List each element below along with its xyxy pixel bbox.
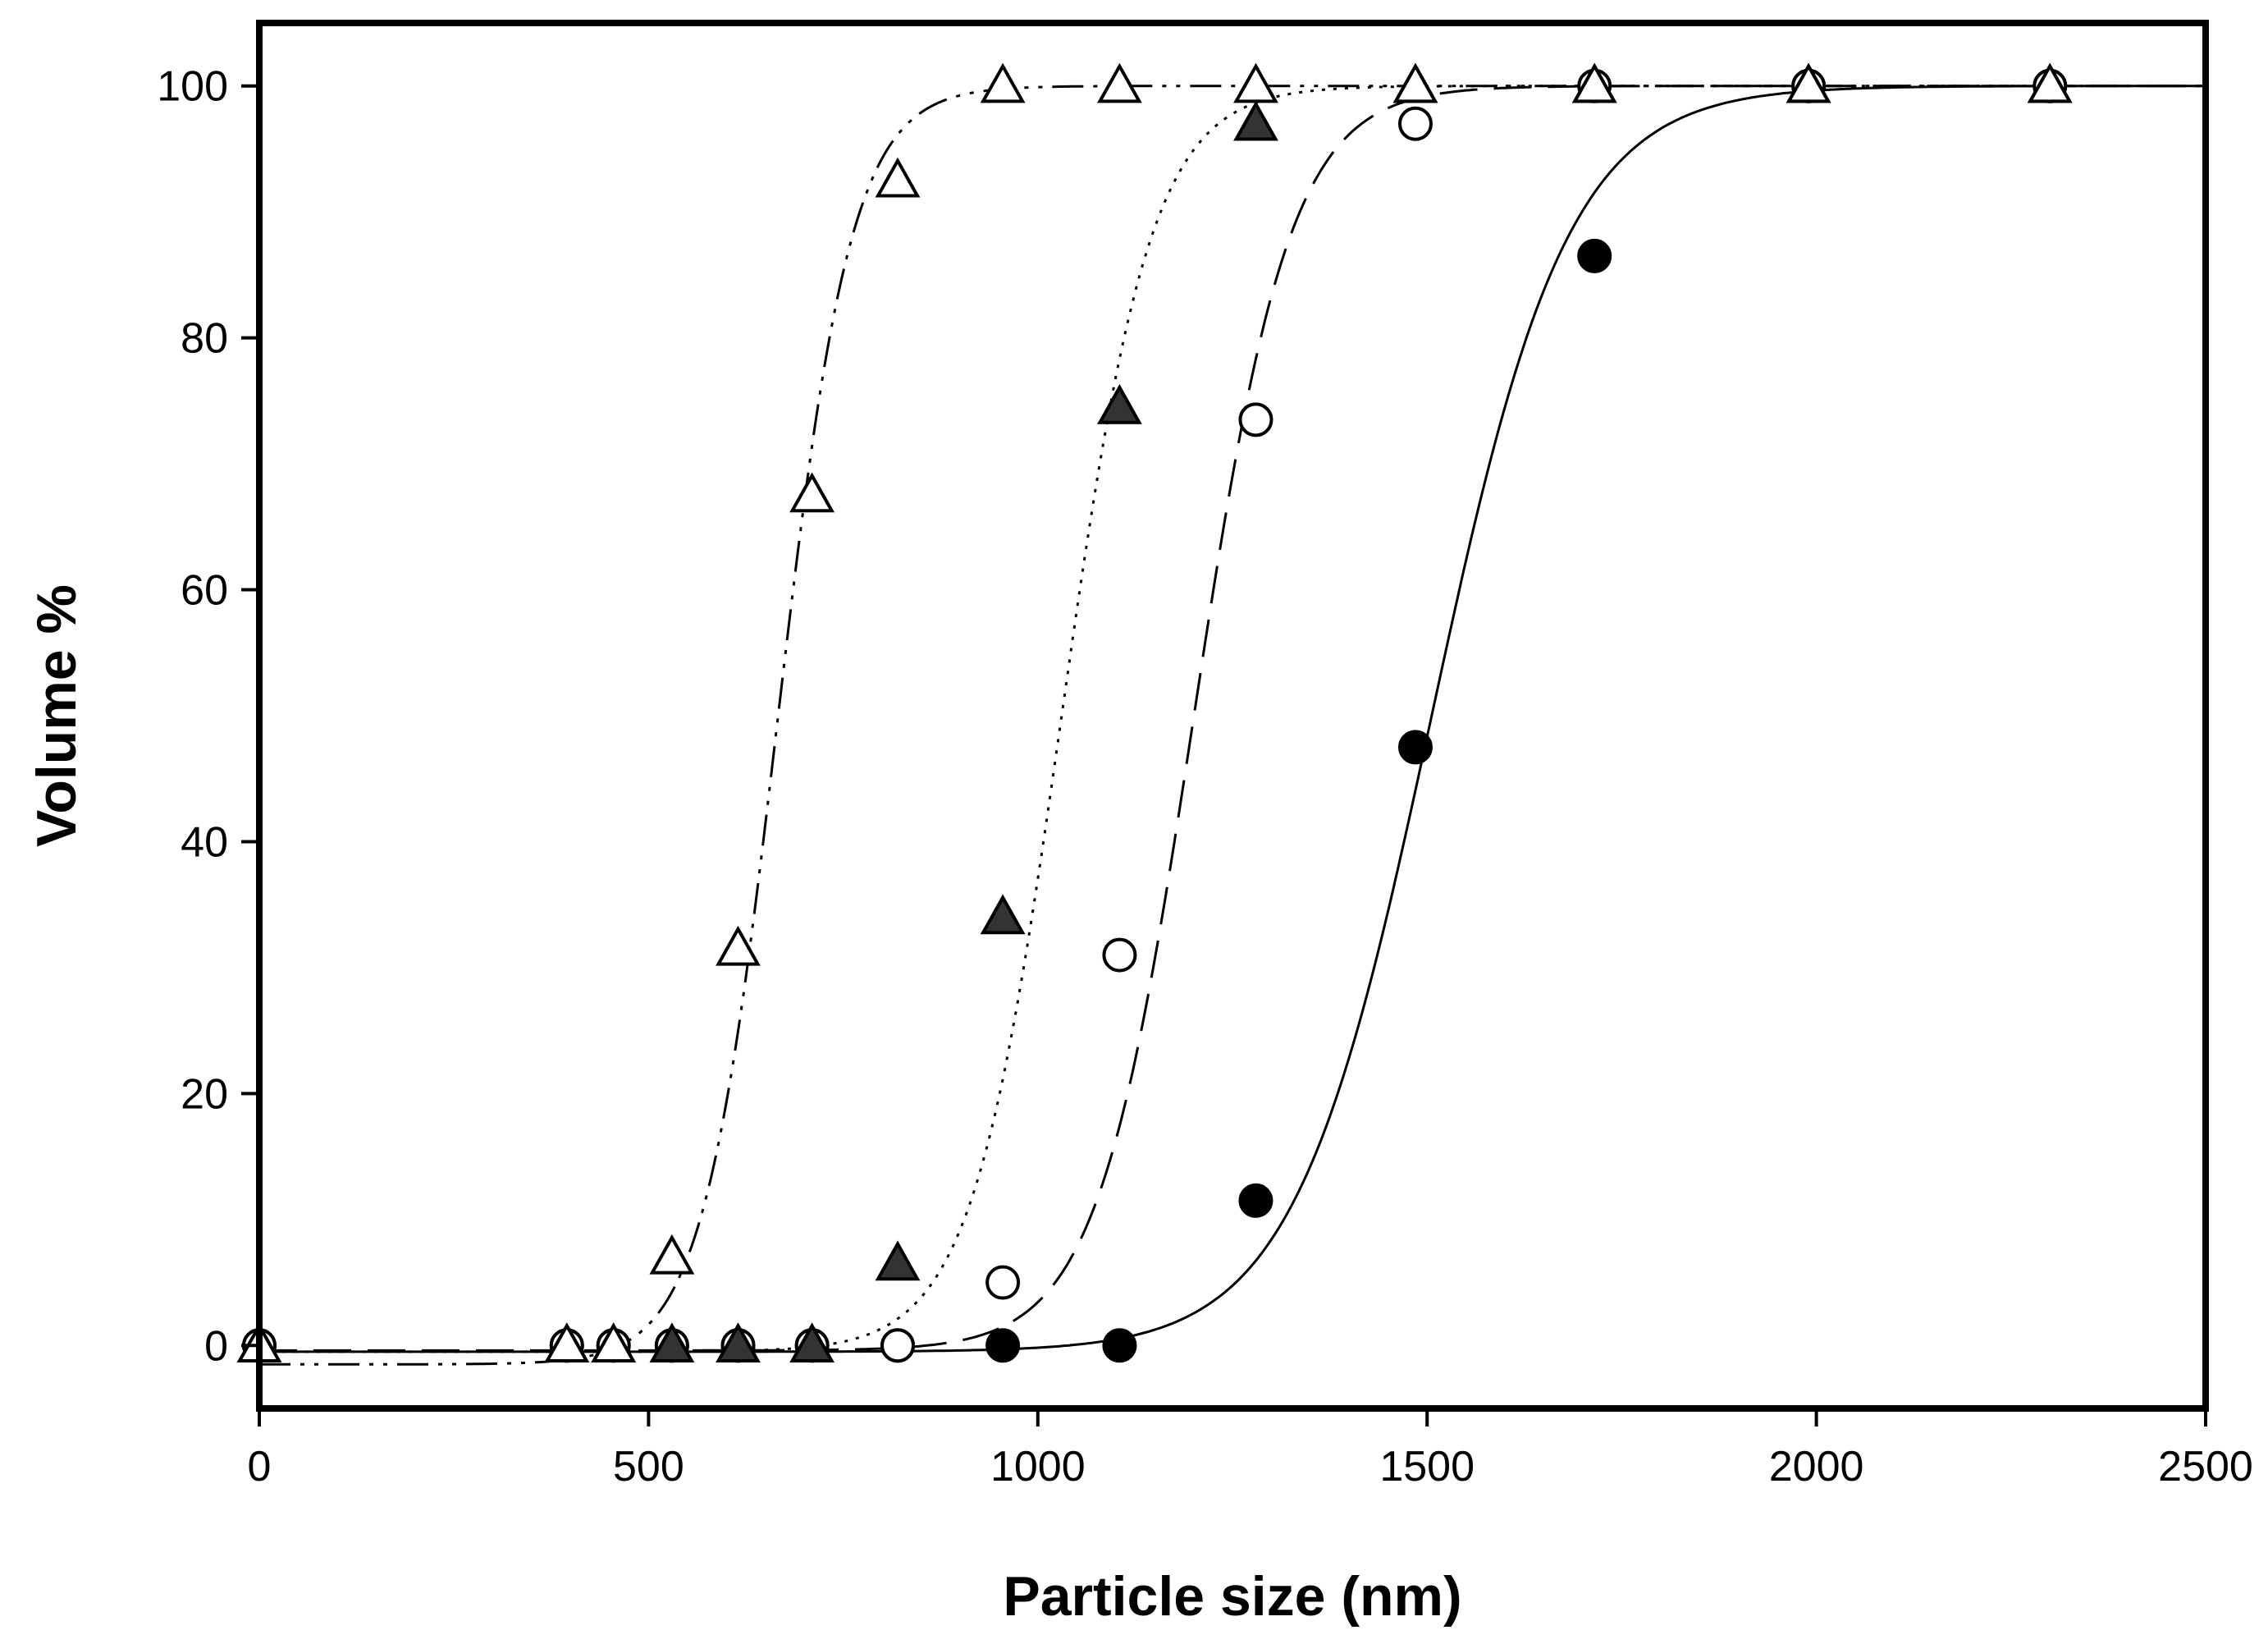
fit-curve-dash-dot-dot [259,85,2206,1366]
y-tick-label-40: 40 [181,818,228,866]
fit-curves [259,85,2206,1366]
y-tick-label-100: 100 [157,63,228,111]
filled-triangle-point-8 [1096,383,1142,424]
filled-circle-point-7 [985,1328,1021,1363]
filled-triangle-point-6 [875,1240,921,1281]
fit-curve-dashed [259,85,2206,1352]
open-triangle-point-8 [1096,62,1142,103]
filled-circle-point-10 [1397,730,1433,765]
open-circle-point-9 [1238,402,1273,437]
filled-circle-point-8 [1102,1328,1137,1363]
open-triangle-point-10 [1392,62,1438,103]
x-tick-label-0: 0 [248,1443,272,1491]
open-circle-point-7 [985,1265,1021,1300]
open-circle-point-10 [1397,106,1433,141]
open-circle-point-8 [1102,937,1137,973]
y-tick-label-0: 0 [204,1322,228,1370]
axis-ticks [241,84,2207,1426]
y-tick-label-60: 60 [181,567,228,615]
x-tick-label-2000: 2000 [1769,1443,1864,1491]
filled-circle-point-9 [1238,1183,1273,1218]
open-triangle-point-6 [875,157,921,198]
open-triangle-point-7 [980,62,1026,103]
open-triangle-point-3 [649,1234,695,1275]
open-triangle-point-4 [716,925,761,966]
filled-triangle-point-3 [649,1322,695,1362]
filled-triangle-point-7 [980,894,1026,935]
fit-curve-solid [259,85,2206,1353]
fit-curve-dotted [259,85,2206,1353]
filled-triangle-point-5 [789,1322,835,1362]
filled-triangle-point-4 [716,1322,761,1362]
tick-labels: 0 500 1000 1500 2000 2500 0 20 40 60 80 100 [157,63,2253,1491]
plot-frame [256,20,2209,1412]
open-triangle-point-13 [2027,62,2073,103]
x-tick-label-1000: 1000 [990,1443,1086,1491]
filled-triangle-point-9 [1233,100,1278,141]
filled-circle-point-11 [1577,238,1612,273]
x-tick-label-500: 500 [613,1443,684,1491]
y-tick-label-80: 80 [181,315,228,363]
y-tick-label-20: 20 [181,1070,228,1118]
data-markers [236,62,2073,1363]
x-axis-title: Particle size (nm) [1003,1565,1461,1628]
open-triangle-point-12 [1786,62,1831,103]
open-triangle-point-1 [544,1322,590,1362]
x-tick-label-2500: 2500 [2158,1443,2253,1491]
x-tick-label-1500: 1500 [1379,1443,1475,1491]
open-triangle-point-9 [1233,62,1278,103]
open-triangle-point-2 [591,1322,637,1362]
open-circle-point-6 [880,1328,916,1363]
open-triangle-point-11 [1571,62,1617,103]
y-axis-title: Volume % [25,584,88,847]
open-triangle-point-5 [789,472,835,513]
